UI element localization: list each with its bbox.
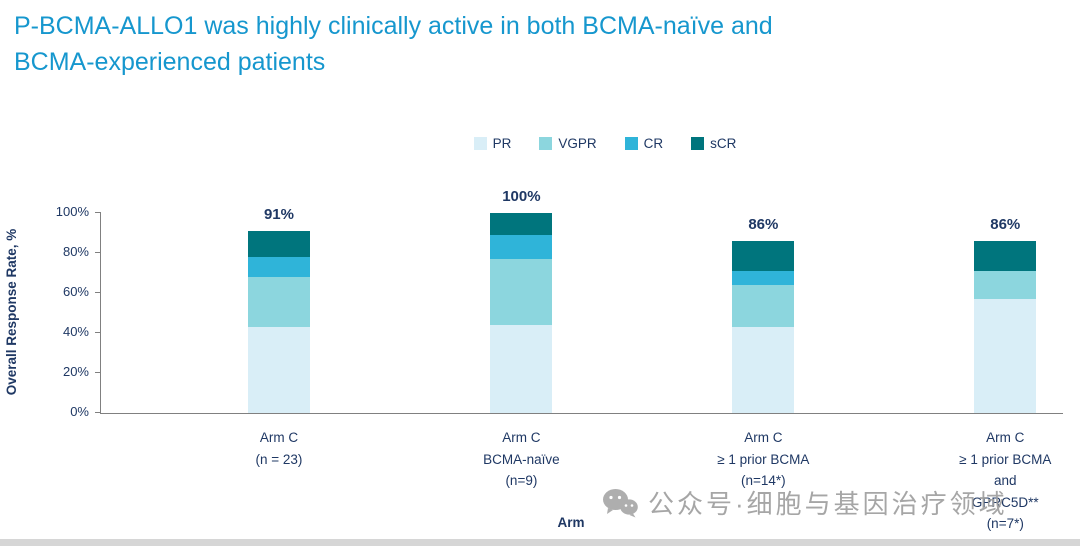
stacked-bar bbox=[247, 231, 310, 413]
y-tick-label: 40% bbox=[62, 324, 89, 339]
y-tick-label: 100% bbox=[55, 204, 89, 219]
bar-segment-cr bbox=[732, 271, 795, 285]
x-category-label: Arm C ≥ 1 prior BCMA (n=14*) bbox=[717, 430, 810, 489]
legend-item-scr: sCR bbox=[691, 136, 736, 151]
y-tick-label: 0% bbox=[70, 404, 89, 419]
y-tick-mark bbox=[95, 292, 101, 294]
stacked-bar bbox=[732, 241, 795, 413]
bar-value-label: 100% bbox=[502, 188, 541, 205]
legend-swatch bbox=[691, 137, 705, 150]
legend-item-cr: CR bbox=[624, 136, 664, 151]
y-axis-title: Overall Response Rate, % bbox=[4, 228, 19, 396]
watermark-text: 公众号·细胞与基因治疗领域 bbox=[648, 489, 1008, 519]
y-tick-label: 80% bbox=[62, 244, 89, 259]
legend-item-pr: PR bbox=[473, 136, 512, 151]
bar-value-label: 86% bbox=[990, 216, 1021, 233]
watermark: 公众号·细胞与基因治疗领域 bbox=[602, 484, 1008, 521]
chart-plot-area: 91% Arm C (n = 23) 100% Arm C BCMA-naïve (n=9)… bbox=[56, 188, 1063, 531]
bar-segment-scr bbox=[490, 213, 553, 235]
bar-segment-cr bbox=[490, 235, 553, 259]
legend-label: sCR bbox=[710, 136, 737, 151]
y-tick-label: 60% bbox=[62, 284, 89, 299]
legend-item-vgpr: VGPR bbox=[539, 136, 597, 151]
x-category-label: Arm C BCMA-naïve (n=9) bbox=[483, 430, 560, 489]
bar-segment-vgpr bbox=[247, 277, 310, 327]
wechat-icon bbox=[602, 488, 638, 518]
bar-value-label: 86% bbox=[748, 216, 779, 233]
bar-segment-scr bbox=[247, 231, 310, 257]
legend-label: CR bbox=[643, 136, 664, 151]
bottom-strip bbox=[0, 539, 1080, 546]
bar-segment-vgpr bbox=[490, 259, 553, 325]
bar-segment-pr bbox=[732, 327, 795, 413]
legend-swatch bbox=[473, 137, 487, 150]
x-category-label: Arm C (n = 23) bbox=[255, 430, 303, 467]
stacked-bar bbox=[974, 241, 1037, 413]
bar-segment-pr bbox=[974, 299, 1037, 413]
y-tick-mark bbox=[95, 372, 101, 374]
y-tick-mark bbox=[95, 412, 101, 414]
chart-legend: PR VGPR CR sCR bbox=[130, 136, 1080, 151]
bar-segment-cr bbox=[247, 257, 310, 277]
legend-label: VGPR bbox=[558, 136, 597, 151]
bar-segment-pr bbox=[247, 327, 310, 413]
y-tick-mark bbox=[95, 332, 101, 334]
y-tick-mark bbox=[95, 252, 101, 254]
legend-swatch bbox=[624, 137, 638, 150]
legend-label: PR bbox=[492, 136, 512, 151]
legend-swatch bbox=[539, 137, 553, 150]
bar-segment-vgpr bbox=[732, 285, 795, 327]
y-tick-mark bbox=[95, 212, 101, 214]
x-axis-title: Arm bbox=[557, 515, 585, 530]
bar-segment-pr bbox=[490, 325, 553, 413]
bar-value-label: 91% bbox=[263, 206, 294, 223]
x-category-label: Arm C ≥ 1 prior BCMA and GPRC5D** (n=7*) bbox=[959, 430, 1052, 532]
y-tick-label: 20% bbox=[62, 364, 89, 379]
page-title-line2: BCMA-experienced patients bbox=[14, 48, 326, 77]
stacked-bar bbox=[490, 213, 553, 413]
bar-segment-scr bbox=[974, 241, 1037, 271]
page-title-line1: P-BCMA-ALLO1 was highly clinically activ… bbox=[14, 12, 773, 40]
bar-segment-vgpr bbox=[974, 271, 1037, 299]
bar-segment-scr bbox=[732, 241, 795, 271]
page-title: P-BCMA-ALLO1 was highly clinically activ… bbox=[14, 8, 773, 81]
